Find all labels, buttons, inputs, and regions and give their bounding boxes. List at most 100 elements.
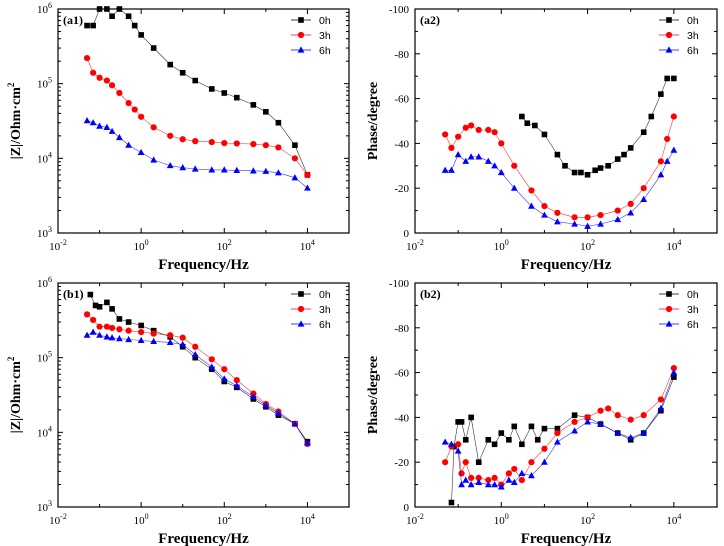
data-point [179, 164, 187, 171]
data-point [597, 211, 604, 219]
data-point [571, 214, 578, 221]
data-point [484, 157, 492, 164]
y-tick-label: 106 [37, 275, 52, 290]
data-point [657, 171, 665, 178]
data-point [275, 119, 282, 126]
data-point [90, 316, 97, 324]
y-tick-label: 103 [37, 225, 52, 240]
data-point [304, 171, 311, 178]
data-point [670, 113, 677, 120]
data-point [462, 124, 469, 131]
data-point [554, 151, 561, 158]
data-point [532, 122, 538, 129]
series-line [521, 78, 674, 176]
data-point [192, 77, 199, 84]
data-point [554, 425, 561, 432]
x-tick-label: 10-2 [406, 512, 424, 527]
x-tick-label: 104 [300, 512, 315, 527]
data-point [511, 162, 518, 169]
series-6h [83, 117, 311, 191]
data-point [442, 459, 449, 466]
data-point [166, 338, 174, 346]
x-tick-label: 104 [300, 238, 315, 253]
panel-2: 10-2 100 102 104 0 -20 -40 -60 -80 -100 Frequency/… [366, 4, 718, 273]
series-3h [442, 365, 677, 488]
data-point [475, 153, 483, 160]
data-point [505, 476, 513, 483]
data-point [485, 126, 492, 134]
data-point [597, 220, 604, 227]
data-point [498, 140, 505, 147]
data-point [528, 459, 535, 466]
data-point [208, 138, 215, 146]
data-point [131, 22, 138, 29]
series-3h [83, 54, 311, 178]
legend-marker [297, 31, 305, 39]
x-tick-label: 100 [494, 512, 509, 527]
y-tick-label: 106 [37, 1, 52, 16]
series-6h [441, 146, 678, 229]
data-point [640, 195, 648, 202]
data-point [468, 414, 474, 421]
data-point [220, 166, 228, 173]
data-point [167, 132, 174, 139]
data-point [291, 174, 299, 181]
data-point [221, 366, 228, 373]
data-point [658, 91, 664, 97]
series-line [90, 294, 308, 442]
x-tick-label: 10-2 [406, 238, 424, 253]
data-point [250, 141, 257, 148]
data-point [166, 161, 174, 169]
plot-frame [414, 8, 718, 234]
data-point [274, 409, 282, 416]
data-point [103, 123, 111, 130]
data-point [125, 335, 133, 343]
series-line [87, 120, 308, 189]
data-point [524, 120, 531, 127]
y-tick-label: -60 [394, 368, 409, 380]
panel-label: (a2) [420, 13, 440, 27]
data-point [116, 89, 123, 97]
data-point [491, 474, 498, 481]
data-point [528, 187, 535, 194]
data-point [138, 322, 144, 329]
data-point [510, 184, 518, 191]
legend-label: 0h [687, 289, 699, 301]
legend-marker [666, 291, 672, 297]
data-point [458, 419, 465, 425]
data-point [138, 328, 145, 336]
legend-item: 3h [659, 304, 699, 316]
legend-label: 6h [319, 45, 331, 57]
legend-item: 6h [659, 319, 699, 331]
x-axis-title: Frequency/Hz [158, 257, 249, 273]
series-3h [83, 311, 311, 447]
legend-label: 6h [319, 319, 331, 331]
data-point [103, 323, 110, 330]
data-point [491, 129, 498, 136]
x-axis-title: Frequency/Hz [521, 531, 612, 546]
data-point [83, 117, 91, 124]
data-point [475, 126, 482, 134]
legend-item: 0h [291, 289, 331, 301]
data-point [541, 445, 548, 452]
series-0h [87, 291, 311, 445]
series-0h [519, 75, 677, 178]
data-point [208, 166, 216, 173]
data-point [657, 396, 664, 403]
data-point [475, 478, 483, 485]
legend-marker [297, 320, 305, 327]
data-point [627, 416, 634, 423]
data-point [491, 162, 499, 169]
data-point [498, 430, 505, 436]
x-tick-label: 104 [666, 512, 681, 527]
data-point [441, 438, 449, 445]
data-point [534, 437, 541, 443]
y-tick-label: 0 [404, 228, 410, 240]
data-point [671, 75, 677, 82]
x-tick-label: 102 [217, 512, 232, 527]
data-point [191, 165, 199, 172]
data-point [506, 437, 512, 443]
y-tick-label: 103 [37, 499, 52, 514]
y-tick-label: -40 [394, 138, 409, 150]
data-point [554, 438, 561, 445]
